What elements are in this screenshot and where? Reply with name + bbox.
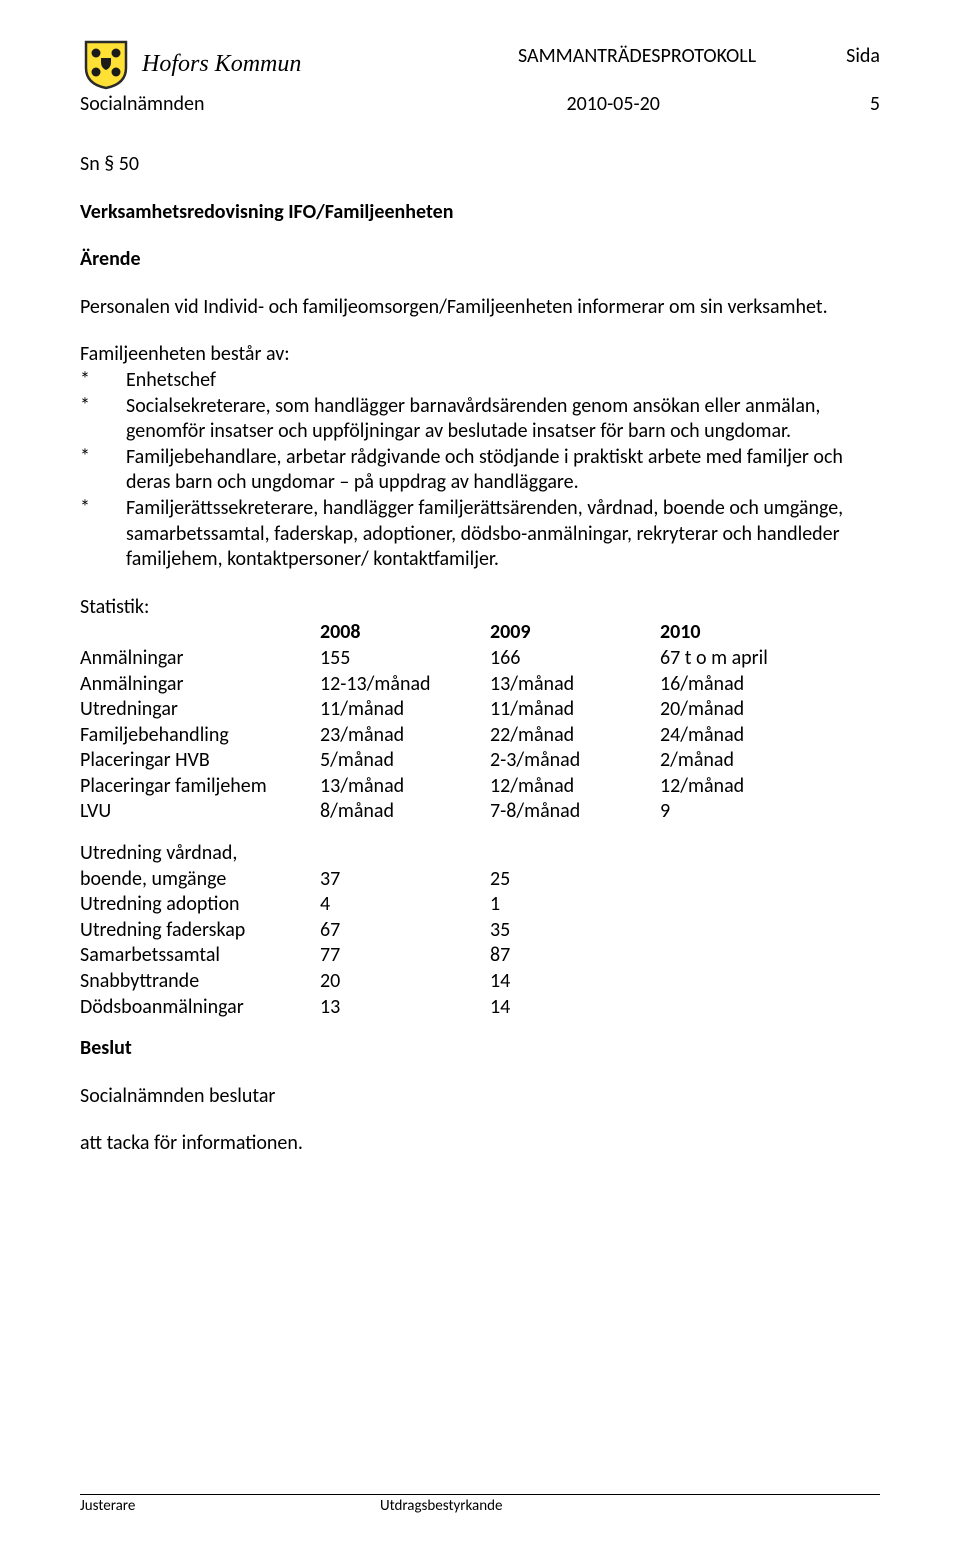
statistics-heading: Statistik: [80,595,880,621]
statistics-table-2: Utredning vårdnad, boende, umgänge3725 U… [80,841,660,1020]
table-header: 2009 [490,620,660,646]
table-row: Dödsboanmälningar1314 [80,995,660,1021]
section-number: Sn § 50 [80,152,880,178]
bullet-icon: * [80,496,98,522]
table-header: 2008 [320,620,490,646]
table-row: Utredning vårdnad, [80,841,660,867]
table-row: Familjebehandling23/månad22/månad24/måna… [80,723,840,749]
beslut-heading: Beslut [80,1036,880,1062]
footer-left: Justerare [80,1497,380,1515]
bullet-icon: * [80,394,98,420]
page-footer: Justerare Utdragsbestyrkande [80,1494,880,1515]
table-header: 2010 [660,620,840,646]
municipality-name: Hofors Kommun [142,51,301,78]
table-header [80,620,320,646]
table-row: Placeringar HVB 5/månad2-3/månad 2/månad [80,748,840,774]
table-row: Anmälningar 155 16667 t o m april [80,646,840,672]
list-item: * Enhetschef [80,368,880,394]
table-row: Utredning faderskap6735 [80,918,660,944]
table-row: Samarbetssamtal7787 [80,943,660,969]
table-row: Utredningar11/månad11/månad20/månad [80,697,840,723]
bullet-icon: * [80,445,98,471]
municipality-logo [80,38,132,90]
page-label: Sida [846,44,880,68]
table-row: boende, umgänge3725 [80,867,660,893]
beslut-text: Socialnämnden beslutar [80,1084,880,1110]
table-row: Snabbyttrande2014 [80,969,660,995]
statistics-table-1: 2008 2009 2010 Anmälningar 155 16667 t o… [80,620,840,825]
list-item: * Socialsekreterare, som handlägger barn… [80,394,880,445]
board-name: Socialnämnden [80,92,205,116]
list-item-text: Socialsekreterare, som handlägger barnav… [126,394,880,445]
bullet-list: Familjeenheten består av: * Enhetschef *… [80,342,880,572]
table-row: Placeringar familjehem13/månad12/månad12… [80,774,840,800]
footer-right: Utdragsbestyrkande [380,1497,502,1515]
list-item-text: Familjerättssekreterare, handlägger fami… [126,496,880,573]
list-item: * Familjerättssekreterare, handlägger fa… [80,496,880,573]
bullet-icon: * [80,368,98,394]
list-item-text: Familjebehandlare, arbetar rådgivande oc… [126,445,880,496]
doc-type: SAMMANTRÄDESPROTOKOLL [518,44,756,68]
meeting-date: 2010-05-20 [567,92,660,116]
table-row: LVU 8/månad7-8/månad9 [80,799,840,825]
table-row: Utredning adoption 4 1 [80,892,660,918]
page-number: 5 [870,92,880,116]
section-title: Verksamhetsredovisning IFO/Familjeenhete… [80,200,880,226]
list-item: * Familjebehandlare, arbetar rådgivande … [80,445,880,496]
list-heading: Familjeenheten består av: [80,342,880,368]
arende-heading: Ärende [80,247,880,273]
list-item-text: Enhetschef [126,368,880,394]
table-row: Anmälningar12-13/månad13/månad16/månad [80,672,840,698]
beslut-result: att tacka för informationen. [80,1131,880,1157]
intro-paragraph: Personalen vid Individ- och familjeomsor… [80,295,880,321]
